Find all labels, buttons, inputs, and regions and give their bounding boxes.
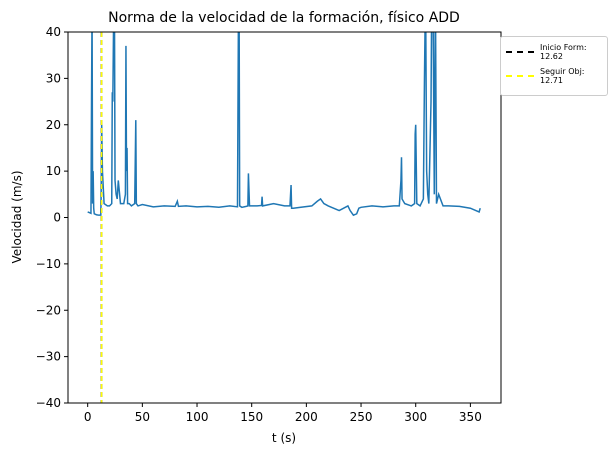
x-tick-label: 100 [186, 410, 209, 424]
legend-entry: Seguir Obj: 12.71 [504, 67, 604, 85]
y-tick-label: 0 [53, 211, 61, 225]
x-tick-label: 50 [135, 410, 150, 424]
x-tick-label: 250 [350, 410, 373, 424]
legend-swatch [506, 51, 534, 53]
x-tick-label: 300 [404, 410, 427, 424]
plot-area [87, 32, 481, 403]
legend-entry: Inicio Form: 12.62 [504, 43, 604, 61]
y-tick-label: 20 [46, 118, 61, 132]
data-line [87, 32, 481, 217]
chart-title: Norma de la velocidad de la formación, f… [108, 10, 460, 26]
x-tick-label: 200 [295, 410, 318, 424]
y-tick-label: −40 [36, 396, 61, 410]
x-tick-label: 0 [84, 410, 92, 424]
legend: Inicio Form: 12.62 Seguir Obj: 12.71 [500, 36, 608, 96]
y-tick-label: 10 [46, 164, 61, 178]
y-tick-label: 40 [46, 25, 61, 39]
legend-label: Seguir Obj: 12.71 [540, 67, 585, 85]
y-axis-label: Velocidad (m/s) [10, 170, 24, 263]
x-axis-label: t (s) [272, 431, 296, 445]
y-tick-label: −20 [36, 303, 61, 317]
x-tick-label: 150 [240, 410, 263, 424]
y-tick-label: −30 [36, 350, 61, 364]
y-tick-label: −10 [36, 257, 61, 271]
y-tick-label: 30 [46, 71, 61, 85]
x-tick-label: 350 [459, 410, 482, 424]
legend-swatch [506, 75, 534, 77]
legend-label: Inicio Form: 12.62 [540, 43, 587, 61]
